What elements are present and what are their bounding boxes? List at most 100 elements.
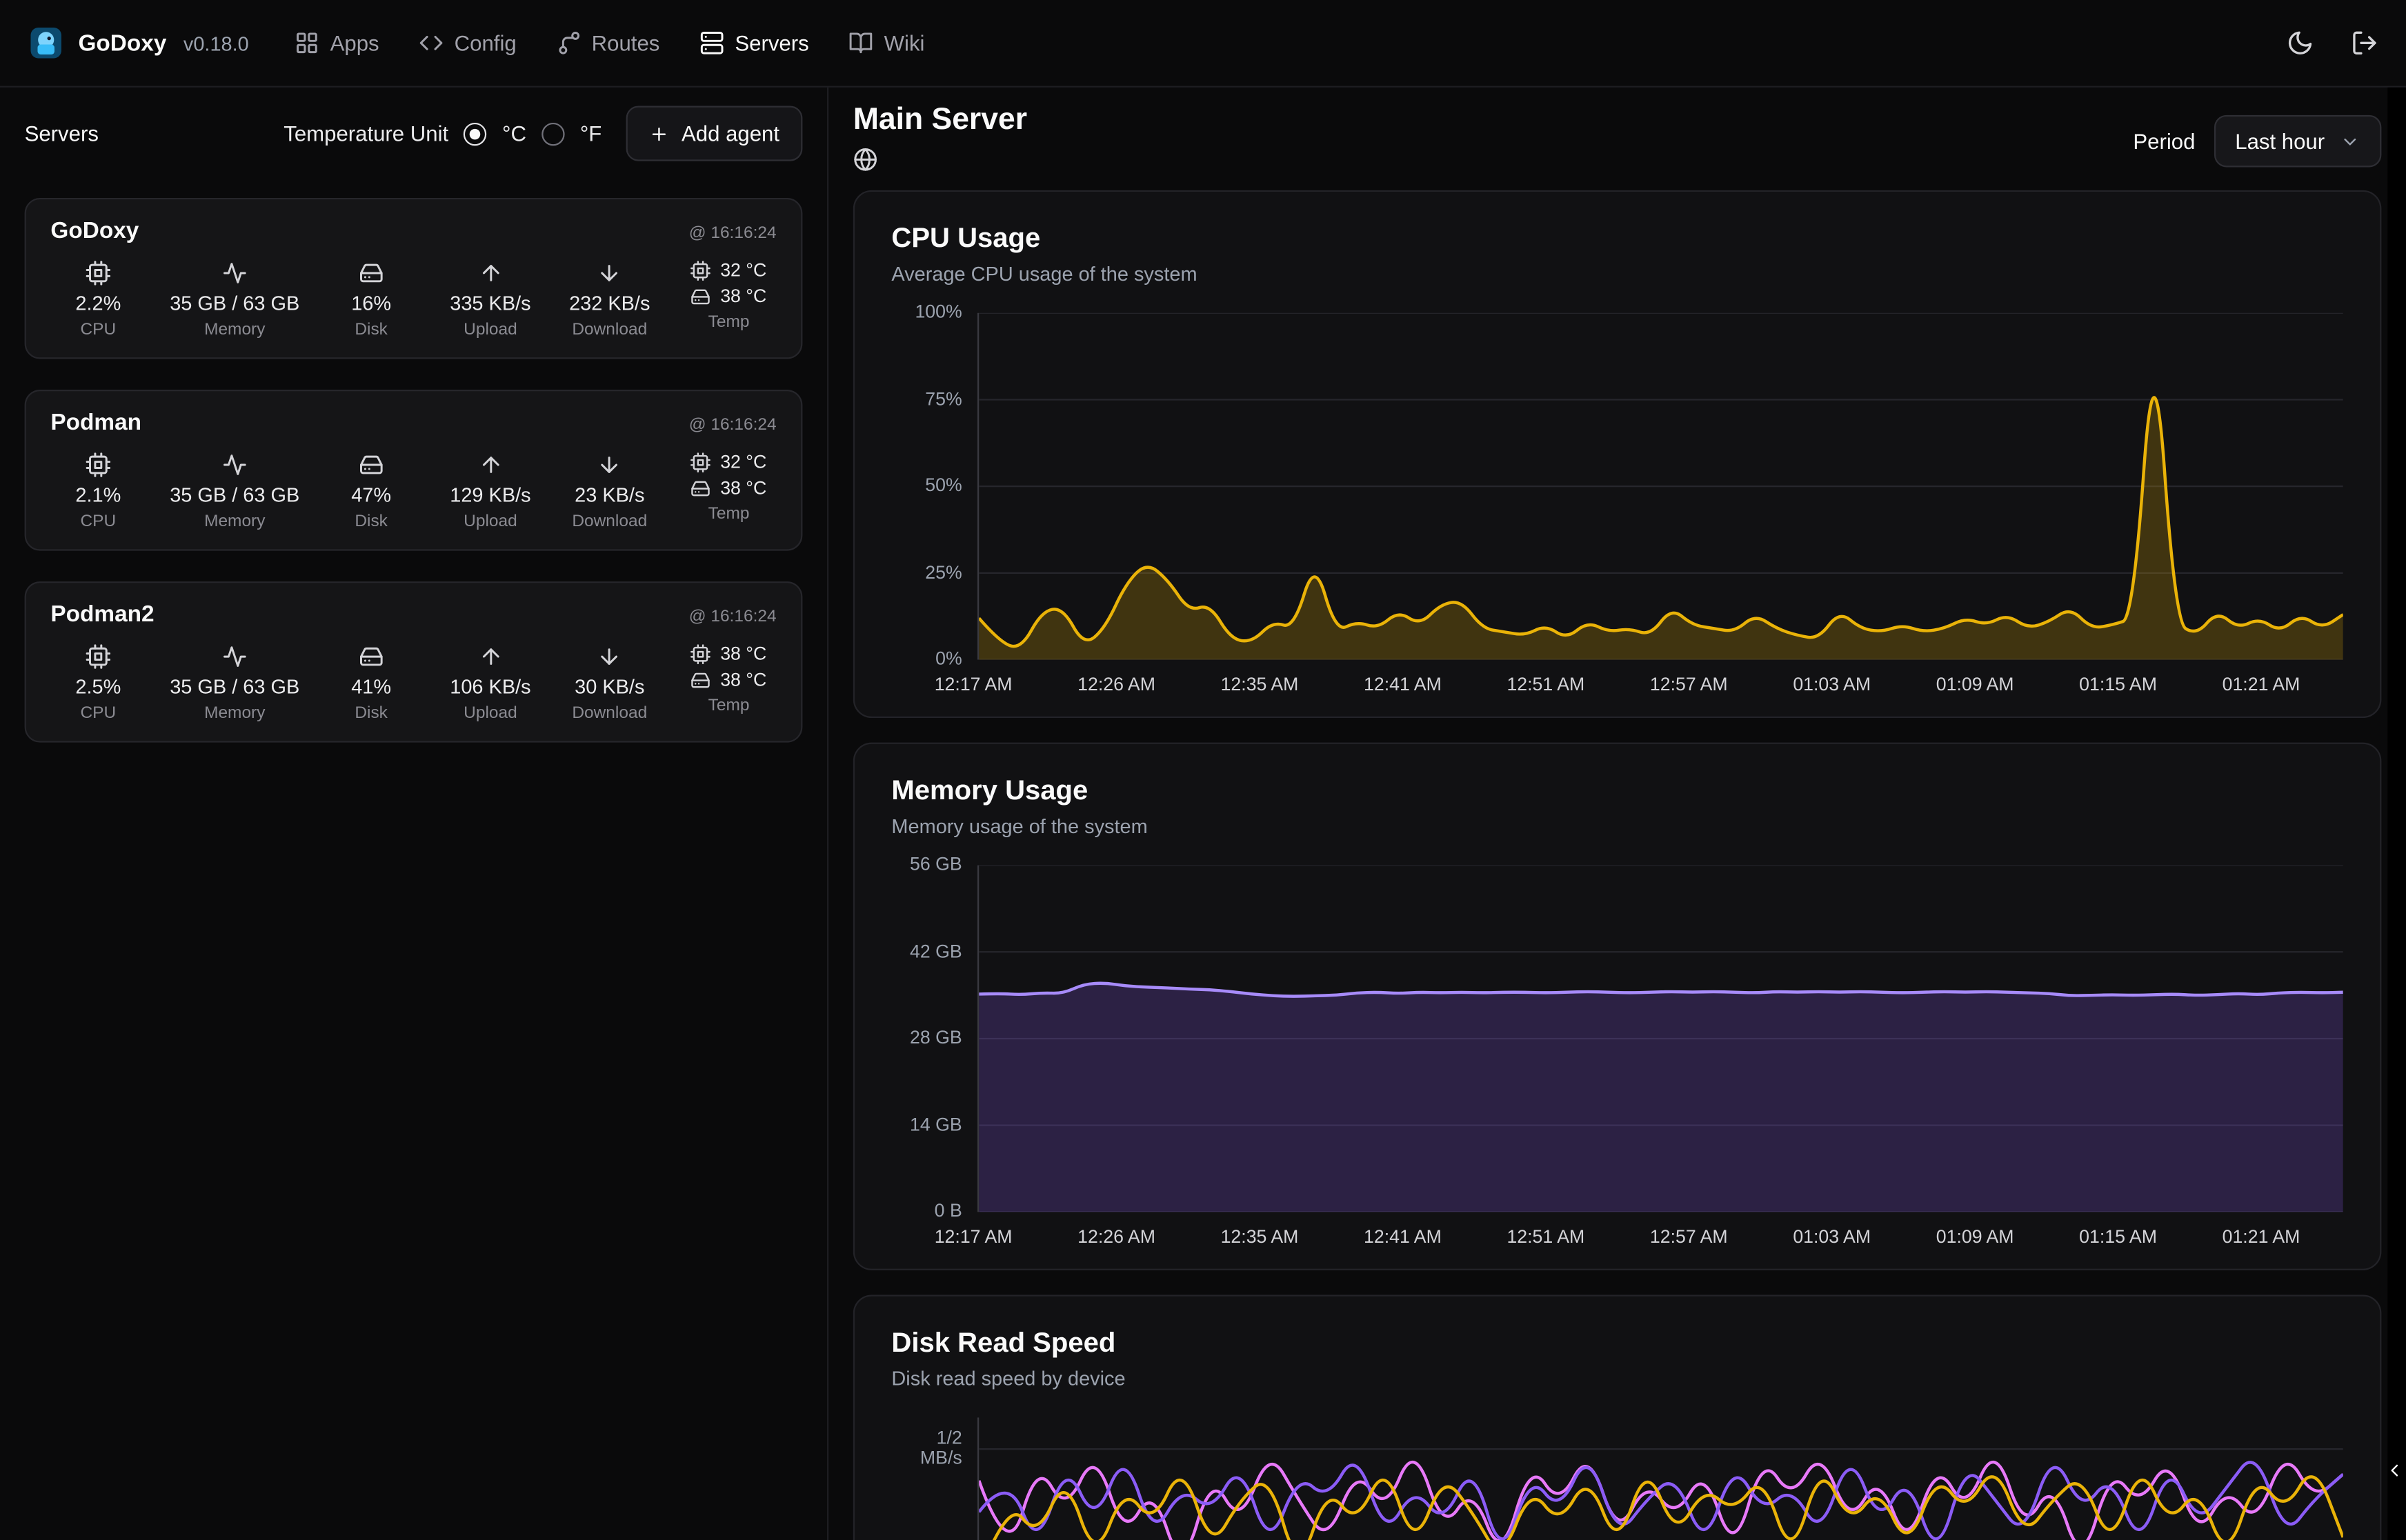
cpu-chip-icon [691, 260, 711, 280]
server-card-podman2[interactable]: Podman2 @ 16:16:24 2.5% CPU 35 GB / 63 G… [24, 581, 803, 743]
logout-icon[interactable] [2351, 29, 2378, 57]
disk-stat: 41% Disk [324, 643, 419, 723]
server-card-godoxy[interactable]: GoDoxy @ 16:16:24 2.2% CPU 35 GB / 63 GB [24, 197, 803, 359]
period-label: Period [2133, 128, 2196, 154]
route-icon [557, 30, 581, 55]
y-axis-labels: 0% 25% 50% 75% 100% [915, 301, 962, 670]
arrow-up-icon [478, 452, 503, 477]
cpu-usage-card: CPU Usage Average CPU usage of the syste… [853, 190, 2382, 719]
temp-stat: 32 °C 38 °C Temp [682, 451, 777, 531]
chart-subtitle: Disk read speed by device [891, 1367, 1126, 1390]
upload-stat: 335 KB/s Upload [443, 259, 538, 339]
upload-stat: 129 KB/s Upload [443, 451, 538, 531]
x-axis-labels: 12:17 AM 12:26 AM 12:35 AM 12:41 AM 12:51 AM… [934, 1226, 2300, 1248]
temp-stat: 32 °C 38 °C Temp [682, 259, 777, 339]
cpu-chip-icon [86, 644, 111, 669]
server-detail-panel: Main Server Period Last hour CPU Usage A… [828, 88, 2406, 1540]
chart-plot [977, 312, 2343, 660]
add-agent-button[interactable]: Add agent [626, 106, 803, 161]
temperature-unit-label: Temperature Unit [284, 121, 449, 146]
memory-stat: 35 GB / 63 GB Memory [170, 643, 299, 723]
server-updated-time: @ 16:16:24 [688, 415, 777, 434]
server-updated-time: @ 16:16:24 [688, 607, 777, 626]
cpu-stat: 2.5% CPU [50, 643, 146, 723]
chart-title: Disk Read Speed [891, 1327, 1116, 1358]
period-select[interactable]: Last hour [2214, 114, 2382, 168]
hard-drive-icon [691, 670, 711, 690]
server-icon [699, 30, 724, 55]
chart-title: CPU Usage [891, 222, 1041, 254]
arrow-up-icon [478, 644, 503, 669]
activity-icon [222, 261, 247, 286]
server-card-podman[interactable]: Podman @ 16:16:24 2.1% CPU 35 GB / 63 GB [24, 390, 803, 551]
chart-subtitle: Memory usage of the system [891, 814, 1148, 838]
arrow-up-icon [478, 261, 503, 286]
cpu-stat: 2.2% CPU [50, 259, 146, 339]
cpu-chip-icon [691, 452, 711, 472]
servers-panel-title: Servers [24, 121, 99, 146]
disk-stat: 16% Disk [324, 259, 419, 339]
godoxy-logo-icon [30, 28, 61, 59]
hard-drive-icon [359, 261, 384, 286]
server-name: Podman [50, 409, 142, 436]
server-card-list: GoDoxy @ 16:16:24 2.2% CPU 35 GB / 63 GB [24, 197, 803, 743]
chevron-left-icon [2385, 1461, 2405, 1481]
brand-name: GoDoxy [78, 30, 167, 57]
nav-item-wiki[interactable]: Wiki [848, 30, 924, 55]
theme-toggle-moon-icon[interactable] [2286, 29, 2314, 57]
cpu-chip-icon [86, 261, 111, 286]
disk-stat: 47% Disk [324, 451, 419, 531]
y-axis-labels: 0 B 14 GB 28 GB 42 GB 56 GB [910, 853, 962, 1221]
nav-item-config[interactable]: Config [419, 30, 517, 55]
celsius-label: °C [502, 121, 526, 146]
disk-read-speed-card: Disk Read Speed Disk read speed by devic… [853, 1294, 2382, 1540]
chart-subtitle: Average CPU usage of the system [891, 262, 1197, 286]
nav-item-servers[interactable]: Servers [699, 30, 809, 55]
book-icon [848, 30, 873, 55]
fahrenheit-label: °F [579, 121, 602, 146]
arrow-down-icon [597, 644, 622, 669]
download-stat: 30 KB/s Download [562, 643, 657, 723]
top-nav: GoDoxy v0.18.0 Apps Config Routes Server… [0, 0, 2406, 88]
nav-actions [2286, 29, 2378, 57]
memory-usage-card: Memory Usage Memory usage of the system … [853, 742, 2382, 1270]
x-axis-labels: 12:17 AM 12:26 AM 12:35 AM 12:41 AM 12:51 AM… [934, 673, 2300, 695]
cpu-chip-icon [691, 643, 711, 663]
temp-stat: 38 °C 38 °C Temp [682, 643, 777, 723]
chart-plot [977, 865, 2343, 1212]
cpu-usage-chart: 0% 25% 50% 75% 100% 12:17 AM 12:26 AM 12:35 AM… [891, 301, 2343, 695]
arrow-down-icon [597, 261, 622, 286]
upload-stat: 106 KB/s Upload [443, 643, 538, 723]
chart-plot [977, 1417, 2343, 1540]
download-stat: 23 KB/s Download [562, 451, 657, 531]
chart-title: Memory Usage [891, 774, 1088, 806]
hard-drive-icon [359, 644, 384, 669]
cpu-stat: 2.1% CPU [50, 451, 146, 531]
nav-item-apps[interactable]: Apps [295, 30, 379, 55]
server-name: Podman2 [50, 601, 155, 628]
server-updated-time: @ 16:16:24 [688, 223, 777, 243]
arrow-down-icon [597, 452, 622, 477]
memory-usage-chart: 0 B 14 GB 28 GB 42 GB 56 GB 12:17 AM 12:26 AM… [891, 853, 2343, 1248]
page-title: Main Server [853, 103, 1028, 137]
chevron-down-icon [2340, 131, 2360, 151]
expand-drawer-button[interactable] [2385, 1461, 2405, 1481]
hard-drive-icon [691, 286, 711, 306]
right-scroll-strip[interactable] [2385, 87, 2406, 1540]
celsius-radio[interactable] [464, 121, 487, 146]
brand[interactable]: GoDoxy v0.18.0 [28, 25, 249, 61]
fahrenheit-radio[interactable] [541, 121, 565, 146]
servers-panel: Servers Temperature Unit °C °F Add agent [0, 87, 829, 1540]
main-nav: Apps Config Routes Servers Wiki [295, 30, 924, 55]
code-icon [419, 30, 444, 55]
disk-read-speed-chart: 1/2 MB/s [891, 1417, 2343, 1540]
apps-grid-icon [295, 30, 319, 55]
server-name: GoDoxy [50, 217, 139, 244]
memory-stat: 35 GB / 63 GB Memory [170, 451, 299, 531]
globe-icon [853, 148, 878, 172]
y-axis-labels: 1/2 MB/s [919, 1426, 962, 1470]
nav-item-routes[interactable]: Routes [557, 30, 659, 55]
activity-icon [222, 452, 247, 477]
memory-stat: 35 GB / 63 GB Memory [170, 259, 299, 339]
